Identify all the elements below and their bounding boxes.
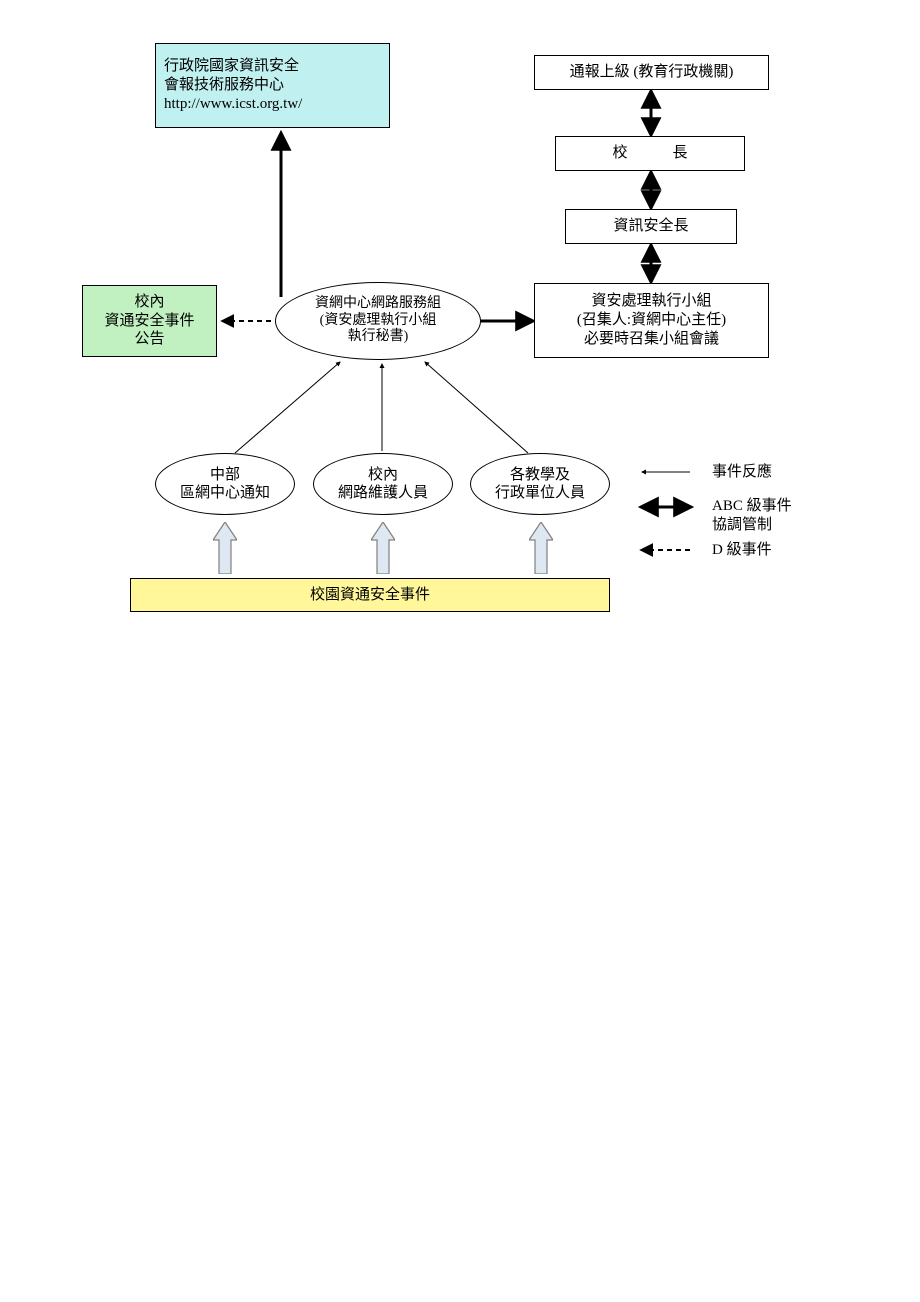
node-hub-l2: (資安處理執行小組 bbox=[320, 313, 437, 330]
node-announce-l2: 資通安全事件 bbox=[104, 312, 194, 331]
node-ciso-l1: 資訊安全長 bbox=[613, 217, 688, 236]
node-src-staff: 各教學及 行政單位人員 bbox=[470, 453, 610, 515]
legend-label-2-line2: 協調管制 bbox=[712, 517, 772, 533]
node-icst-l1: 行政院國家資訊安全 bbox=[164, 57, 299, 76]
node-icst: 行政院國家資訊安全 會報技術服務中心 http://www.icst.org.t… bbox=[155, 43, 390, 128]
legend-label-2-line1: ABC 級事件 bbox=[712, 498, 792, 514]
legend-label-1: 事件反應 bbox=[712, 463, 772, 482]
legend-label-3-text: D 級事件 bbox=[712, 542, 772, 558]
block-arrow-3 bbox=[529, 522, 553, 574]
node-exec-team-l3: 必要時召集小組會議 bbox=[584, 330, 719, 349]
edge-srcmid-hub bbox=[235, 362, 340, 453]
block-arrow-1 bbox=[213, 522, 237, 574]
node-exec-team-l1: 資安處理執行小組 bbox=[591, 292, 711, 311]
node-announce-l3: 公告 bbox=[134, 330, 164, 349]
node-src-staff-l2: 行政單位人員 bbox=[495, 484, 585, 502]
node-hub-l3: 執行秘書) bbox=[348, 329, 409, 346]
node-ciso: 資訊安全長 bbox=[565, 209, 737, 244]
node-src-mid: 中部 區網中心通知 bbox=[155, 453, 295, 515]
node-src-net-l2: 網路維護人員 bbox=[338, 484, 428, 502]
node-hub-l1: 資網中心網路服務組 bbox=[315, 296, 441, 313]
diagram-canvas: 行政院國家資訊安全 會報技術服務中心 http://www.icst.org.t… bbox=[0, 0, 920, 1302]
edges-layer bbox=[0, 0, 920, 1302]
block-arrow-2 bbox=[371, 522, 395, 574]
node-announce-l1: 校內 bbox=[134, 293, 164, 312]
edge-srcstaff-hub bbox=[425, 362, 528, 453]
node-src-mid-l2: 區網中心通知 bbox=[180, 484, 270, 502]
node-principal: 校 長 bbox=[555, 136, 745, 171]
legend-label-2: ABC 級事件 協調管制 bbox=[712, 497, 792, 535]
node-src-net-l1: 校內 bbox=[368, 466, 398, 484]
node-src-net: 校內 網路維護人員 bbox=[313, 453, 453, 515]
node-event-bar: 校園資通安全事件 bbox=[130, 578, 610, 612]
node-exec-team: 資安處理執行小組 (召集人:資網中心主任) 必要時召集小組會議 bbox=[534, 283, 769, 358]
legend-label-1-text: 事件反應 bbox=[712, 464, 772, 480]
node-report-up-l1: 通報上級 (教育行政機關) bbox=[570, 63, 734, 82]
node-event-bar-l1: 校園資通安全事件 bbox=[310, 586, 430, 605]
node-src-staff-l1: 各教學及 bbox=[510, 466, 570, 484]
node-hub: 資網中心網路服務組 (資安處理執行小組 執行秘書) bbox=[275, 282, 481, 360]
node-principal-l1: 校 長 bbox=[612, 144, 687, 163]
node-icst-l3: http://www.icst.org.tw/ bbox=[164, 95, 302, 114]
node-report-up: 通報上級 (教育行政機關) bbox=[534, 55, 769, 90]
legend-label-3: D 級事件 bbox=[712, 541, 772, 560]
node-announce: 校內 資通安全事件 公告 bbox=[82, 285, 217, 357]
node-src-mid-l1: 中部 bbox=[210, 466, 240, 484]
node-exec-team-l2: (召集人:資網中心主任) bbox=[577, 311, 726, 330]
node-icst-l2: 會報技術服務中心 bbox=[164, 76, 284, 95]
